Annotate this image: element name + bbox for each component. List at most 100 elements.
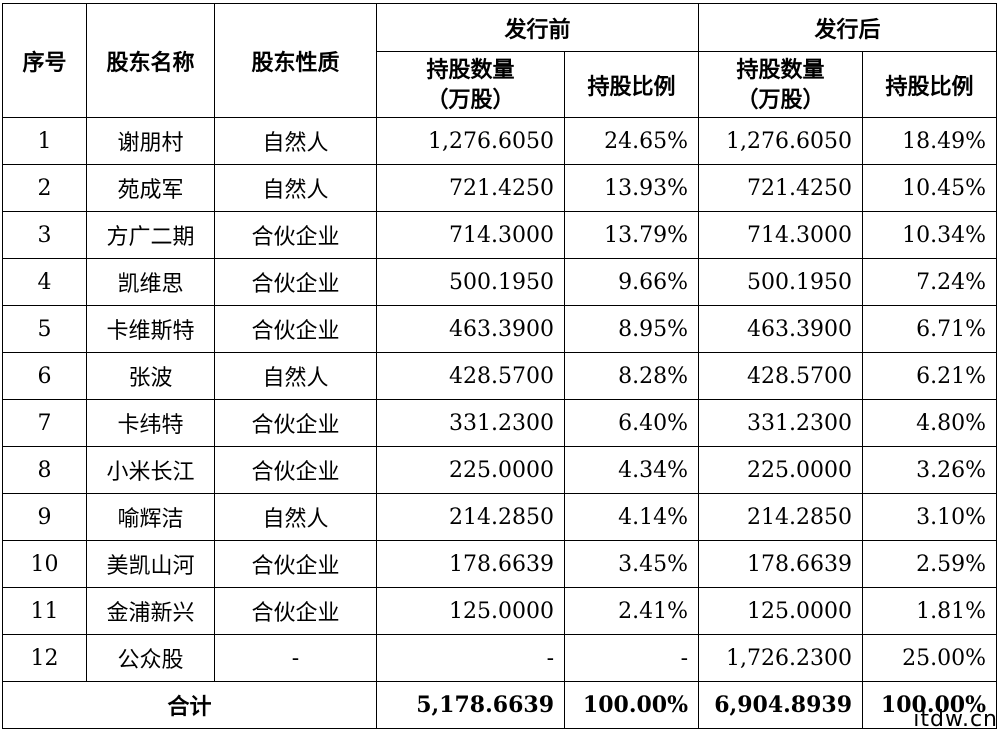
cell-after-ratio: 3.10% [862, 493, 998, 541]
cell-before-ratio: 8.28% [563, 352, 700, 400]
watermark: itdw.cn [913, 707, 998, 732]
cell-before-shares: - [376, 634, 565, 682]
table-row: 6 张波 自然人 428.5700 8.28% 428.5700 6.21% [2, 352, 998, 400]
cell-before-ratio: - [563, 634, 700, 682]
header-shares-line1: 持股数量 [426, 56, 515, 83]
cell-shareholder-nature: 合伙企业 [214, 258, 377, 306]
cell-before-shares: 500.1950 [376, 258, 565, 306]
total-after-shares: 6,904.8939 [698, 681, 864, 729]
cell-before-shares: 225.0000 [376, 446, 565, 494]
cell-before-ratio: 4.34% [563, 446, 700, 494]
cell-shareholder-name: 谢朋村 [86, 117, 215, 165]
cell-seq: 5 [2, 305, 87, 353]
cell-shareholder-nature: 合伙企业 [214, 587, 377, 635]
cell-after-ratio: 1.81% [862, 587, 998, 635]
cell-shareholder-name: 卡维斯特 [86, 305, 215, 353]
cell-before-ratio: 13.79% [563, 211, 700, 259]
cell-before-shares: 1,276.6050 [376, 117, 565, 165]
header-row-1: 序号 股东名称 股东性质 发行前 发行后 [2, 3, 998, 118]
cell-before-ratio: 4.14% [563, 493, 700, 541]
cell-shareholder-name: 金浦新兴 [86, 587, 215, 635]
cell-after-ratio: 25.00% [862, 634, 998, 682]
cell-before-shares: 714.3000 [376, 211, 565, 259]
table-row: 12 公众股 - - -1,726.2300 25.00% [2, 634, 998, 682]
cell-shareholder-nature: 合伙企业 [214, 399, 377, 447]
table-row: 7 卡纬特 合伙企业 331.2300 6.40% 331.2300 4.80% [2, 399, 998, 447]
cell-seq: 8 [2, 446, 87, 494]
header-seq: 序号 [2, 3, 87, 118]
cell-after-ratio: 18.49% [862, 117, 998, 165]
cell-seq: 10 [2, 540, 87, 588]
table-row: 4 凯维思 合伙企业 500.1950 9.66% 500.1950 7.24% [2, 258, 998, 306]
cell-shareholder-name: 小米长江 [86, 446, 215, 494]
cell-after-shares: 721.4250 [698, 164, 864, 212]
cell-shareholder-name: 张波 [86, 352, 215, 400]
cell-before-ratio: 13.93% [563, 164, 700, 212]
header-shares-line2: （万股） [736, 86, 825, 113]
cell-seq: 4 [2, 258, 87, 306]
total-after-ratio: 100.00% [862, 681, 998, 729]
cell-shareholder-nature: 自然人 [214, 352, 377, 400]
cell-before-shares: 331.2300 [376, 399, 565, 447]
table-row: 9 喻辉洁 自然人 214.2850 4.14% 214.2850 3.10% [2, 493, 998, 541]
cell-before-shares: 428.5700 [376, 352, 565, 400]
table-row: 10 美凯山河 合伙企业 178.6639 3.45% 178.6639 2.59% [2, 540, 998, 588]
table-row: 2 苑成军 自然人 721.4250 13.93% 721.4250 10.45% [2, 164, 998, 212]
cell-after-shares: 428.5700 [698, 352, 864, 400]
cell-shareholder-name: 卡纬特 [86, 399, 215, 447]
cell-shareholder-nature: 合伙企业 [214, 446, 377, 494]
cell-seq: 1 [2, 117, 87, 165]
cell-after-ratio: 2.59% [862, 540, 998, 588]
cell-after-shares: 1,726.2300 [698, 634, 864, 682]
table-row: 3 方广二期 合伙企业 714.3000 13.79% 714.3000 10.34% [2, 211, 998, 259]
table-row: 11 金浦新兴 合伙企业 125.0000 2.41% 125.0000 1.81% [2, 587, 998, 635]
cell-shareholder-nature: 自然人 [214, 117, 377, 165]
cell-after-shares: 500.1950 [698, 258, 864, 306]
cell-shareholder-name: 苑成军 [86, 164, 215, 212]
total-label: 合计 [2, 681, 377, 729]
cell-before-ratio: 8.95% [563, 305, 700, 353]
shareholding-table: 序号 股东名称 股东性质 发行前 发行后 持股数量 （万股） 持股比例 持股数量… [2, 3, 998, 729]
cell-after-shares: 214.2850 [698, 493, 864, 541]
total-row: 合计 5,178.6639 100.00% 6,904.8939 100.00% [2, 681, 998, 729]
header-after-shares: 持股数量 （万股） [698, 51, 864, 118]
header-nature: 股东性质 [214, 3, 377, 118]
cell-shareholder-nature: 合伙企业 [214, 540, 377, 588]
cell-after-ratio: 10.45% [862, 164, 998, 212]
cell-after-ratio: 3.26% [862, 446, 998, 494]
cell-after-shares: 714.3000 [698, 211, 864, 259]
header-before: 发行前 [375, 3, 700, 52]
total-before-shares: 5,178.6639 [376, 681, 565, 729]
cell-shareholder-nature: 合伙企业 [214, 305, 377, 353]
cell-before-shares: 214.2850 [376, 493, 565, 541]
cell-after-shares: 225.0000 [698, 446, 864, 494]
cell-shareholder-name: 喻辉洁 [86, 493, 215, 541]
cell-shareholder-nature: 合伙企业 [214, 211, 377, 259]
cell-shareholder-nature: 自然人 [214, 164, 377, 212]
cell-after-shares: 125.0000 [698, 587, 864, 635]
cell-before-shares: 125.0000 [376, 587, 565, 635]
header-after-ratio: 持股比例 [862, 51, 998, 118]
cell-seq: 11 [2, 587, 87, 635]
cell-seq: 6 [2, 352, 87, 400]
total-before-ratio: 100.00% [563, 681, 700, 729]
header-before-ratio: 持股比例 [563, 51, 700, 118]
cell-shareholder-name: 公众股 [86, 634, 215, 682]
cell-before-ratio: 6.40% [563, 399, 700, 447]
header-after: 发行后 [698, 3, 998, 52]
cell-after-ratio: 6.71% [862, 305, 998, 353]
cell-shareholder-name: 凯维思 [86, 258, 215, 306]
cell-seq: 7 [2, 399, 87, 447]
cell-seq: 12 [2, 634, 87, 682]
cell-shareholder-nature: 自然人 [214, 493, 377, 541]
cell-after-shares: 1,276.6050 [698, 117, 864, 165]
cell-after-ratio: 10.34% [862, 211, 998, 259]
cell-before-shares: 463.3900 [376, 305, 565, 353]
header-shares-line2: （万股） [426, 86, 515, 113]
cell-before-shares: 721.4250 [376, 164, 565, 212]
cell-seq: 3 [2, 211, 87, 259]
cell-after-shares: 463.3900 [698, 305, 864, 353]
cell-seq: 9 [2, 493, 87, 541]
cell-seq: 2 [2, 164, 87, 212]
header-before-shares: 持股数量 （万股） [376, 51, 565, 118]
